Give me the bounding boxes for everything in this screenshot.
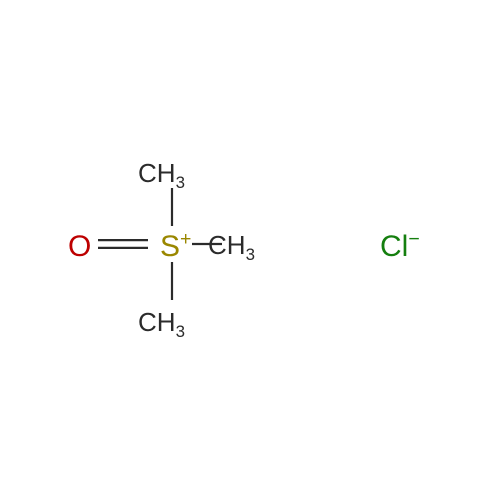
atom-ch3-bottom-sub: 3 [176,322,185,341]
atom-ch3-top-sub: 3 [176,173,185,192]
atom-oxygen-symbol: O [68,230,91,263]
atom-ch3-right-symbol: CH [208,230,246,260]
atom-ch3-top: CH3 [138,160,185,186]
atom-ch3-right-sub: 3 [246,245,255,264]
atom-ch3-bottom: CH3 [138,309,185,335]
atom-sulfur-symbol: S [160,230,180,263]
atom-chloride-symbol: Cl [380,230,408,263]
atom-ch3-bottom-symbol: CH [138,307,176,337]
atom-ch3-top-symbol: CH [138,158,176,188]
atom-sulfur-charge: + [180,228,191,250]
atom-chloride: Cl− [380,232,420,262]
atom-chloride-charge: − [408,228,419,250]
atom-oxygen: O [68,232,91,262]
chemical-structure-canvas: O S+ CH3 CH3 CH3 Cl− [0,0,500,500]
atom-ch3-right: CH3 [208,232,255,258]
atom-sulfur: S+ [160,232,191,262]
